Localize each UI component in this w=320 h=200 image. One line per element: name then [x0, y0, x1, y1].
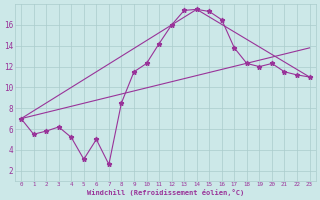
X-axis label: Windchill (Refroidissement éolien,°C): Windchill (Refroidissement éolien,°C) — [87, 189, 244, 196]
